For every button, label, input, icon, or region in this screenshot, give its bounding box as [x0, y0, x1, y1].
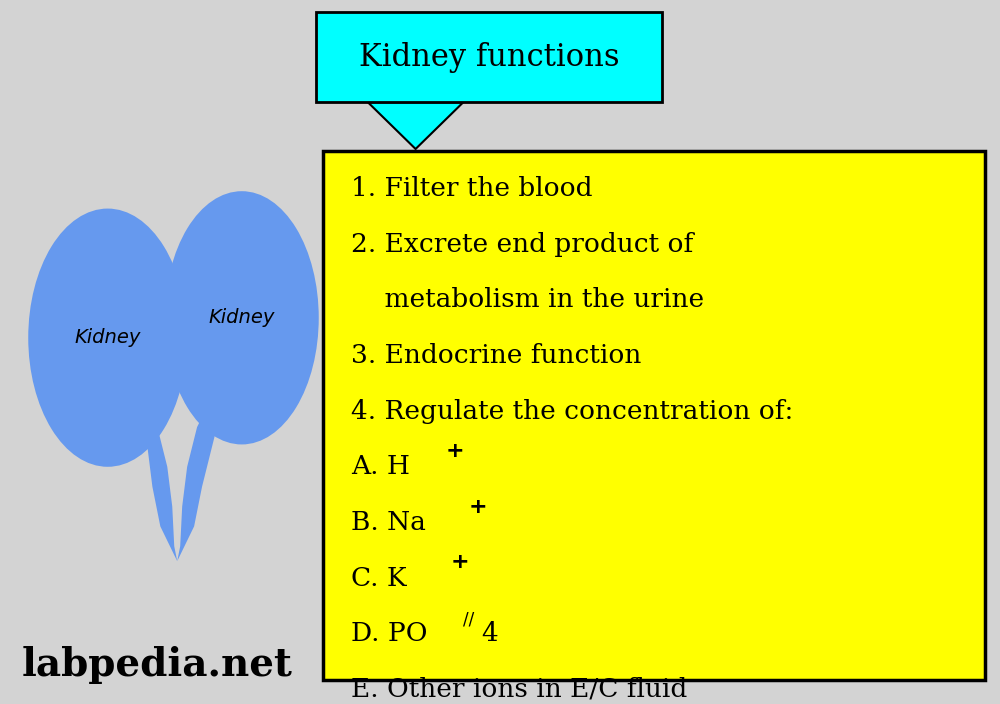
- Text: 2. Excrete end product of: 2. Excrete end product of: [351, 232, 693, 257]
- Bar: [316, 12, 662, 102]
- Text: Kidney: Kidney: [209, 308, 275, 327]
- Text: +: +: [468, 496, 487, 517]
- Text: //: //: [463, 611, 475, 629]
- Text: E. Other ions in E/C fluid: E. Other ions in E/C fluid: [351, 677, 687, 702]
- Ellipse shape: [28, 208, 187, 467]
- Text: A. H: A. H: [351, 454, 410, 479]
- Text: 3. Endocrine function: 3. Endocrine function: [351, 343, 641, 368]
- Ellipse shape: [165, 191, 319, 444]
- Text: +: +: [450, 552, 469, 572]
- Text: C. K: C. K: [351, 565, 407, 591]
- Text: 4: 4: [481, 621, 498, 646]
- Text: labpedia.net: labpedia.net: [21, 646, 292, 684]
- Text: 4. Regulate the concentration of:: 4. Regulate the concentration of:: [351, 398, 793, 424]
- Text: D. PO: D. PO: [351, 621, 428, 646]
- Text: 1. Filter the blood: 1. Filter the blood: [351, 176, 593, 201]
- Bar: [323, 151, 985, 680]
- Text: Kidney functions: Kidney functions: [359, 42, 619, 73]
- Text: +: +: [445, 441, 464, 461]
- Text: metabolism in the urine: metabolism in the urine: [351, 287, 704, 313]
- Polygon shape: [368, 102, 463, 149]
- Text: B. Na: B. Na: [351, 510, 426, 535]
- Text: Kidney: Kidney: [75, 328, 141, 347]
- Polygon shape: [140, 397, 222, 561]
